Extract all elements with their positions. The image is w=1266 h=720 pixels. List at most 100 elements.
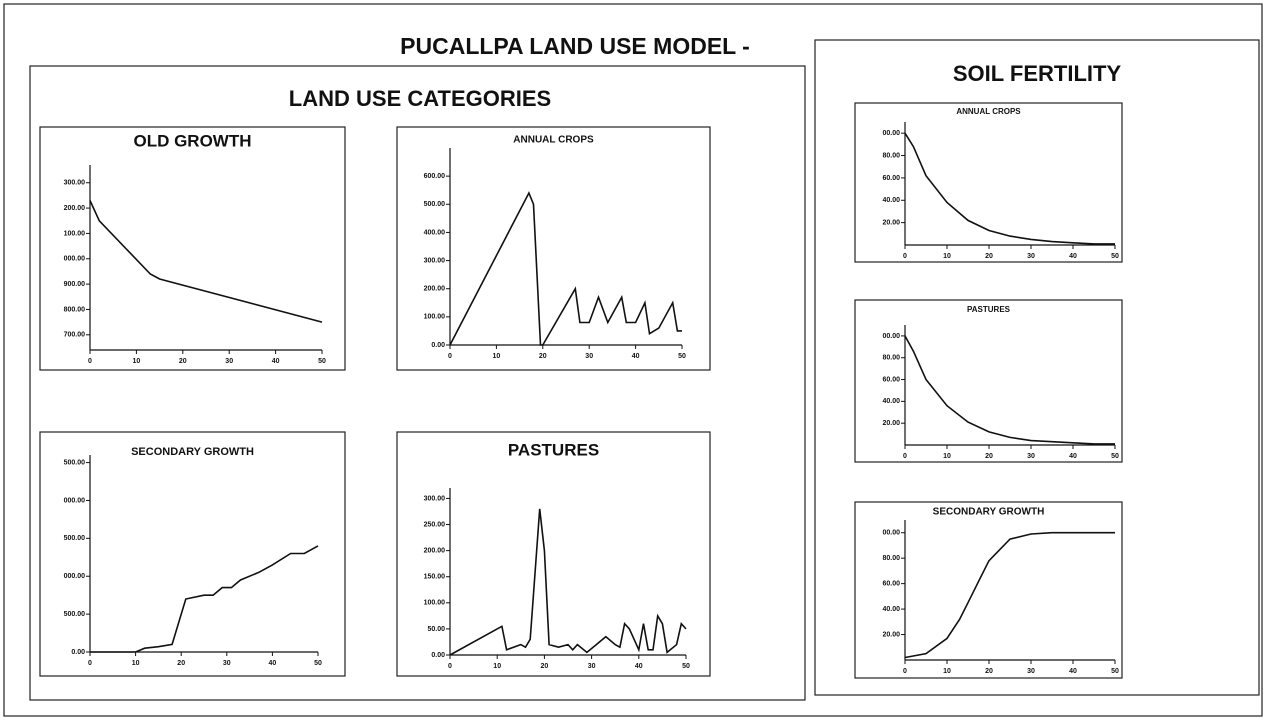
y-tick-label: 00.00 — [882, 333, 900, 340]
y-tick-label: 50.00 — [427, 626, 445, 633]
chart-title: SECONDARY GROWTH — [933, 507, 1045, 518]
y-tick-label: 800.00 — [64, 306, 86, 313]
chart-frame — [396, 431, 711, 677]
chart-title: OLD GROWTH — [133, 131, 251, 150]
y-tick-label: 000.00 — [64, 497, 86, 504]
x-tick-label: 50 — [1111, 253, 1119, 260]
y-tick-label: 200.00 — [424, 286, 446, 293]
x-tick-label: 50 — [314, 660, 322, 667]
chart-frame — [854, 501, 1123, 679]
y-tick-label: 20.00 — [882, 219, 900, 226]
x-tick-label: 0 — [448, 353, 452, 360]
x-tick-label: 0 — [903, 668, 907, 675]
x-tick-label: 40 — [1069, 453, 1077, 460]
x-tick-label: 10 — [943, 453, 951, 460]
x-tick-label: 30 — [1027, 453, 1035, 460]
x-tick-label: 20 — [539, 353, 547, 360]
data-line — [904, 531, 1115, 659]
x-tick-label: 0 — [88, 660, 92, 667]
x-tick-label: 50 — [678, 353, 686, 360]
y-tick-label: 000.00 — [64, 573, 86, 580]
y-tick-label: 500.00 — [64, 611, 86, 618]
y-tick-label: 400.00 — [424, 229, 446, 236]
x-tick-label: 10 — [133, 358, 141, 365]
y-tick-label: 100.00 — [64, 230, 86, 237]
x-tick-label: 40 — [1069, 253, 1077, 260]
x-tick-label: 0 — [903, 253, 907, 260]
y-tick-label: 500.00 — [424, 201, 446, 208]
x-tick-label: 0 — [88, 358, 92, 365]
y-tick-label: 300.00 — [64, 180, 86, 187]
y-tick-label: 600.00 — [424, 173, 446, 180]
x-tick-label: 40 — [632, 353, 640, 360]
y-tick-label: 900.00 — [64, 281, 86, 288]
y-tick-label: 250.00 — [424, 521, 446, 528]
y-tick-label: 20.00 — [882, 420, 900, 427]
x-tick-label: 10 — [943, 668, 951, 675]
left-panel-title: LAND USE CATEGORIES — [289, 86, 551, 111]
x-tick-label: 10 — [132, 660, 140, 667]
x-tick-label: 20 — [985, 253, 993, 260]
data-line — [449, 508, 687, 656]
y-tick-label: 80.00 — [882, 355, 900, 362]
y-tick-label: 80.00 — [882, 152, 900, 159]
y-tick-label: 300.00 — [424, 495, 446, 502]
x-tick-label: 30 — [1027, 253, 1035, 260]
y-tick-label: 700.00 — [64, 332, 86, 339]
y-tick-label: 0.00 — [431, 652, 445, 659]
y-tick-label: 0.00 — [431, 342, 445, 349]
y-tick-label: 500.00 — [64, 535, 86, 542]
figure-title: PUCALLPA LAND USE MODEL - — [400, 33, 750, 59]
x-tick-label: 20 — [541, 663, 549, 670]
x-tick-label: 40 — [269, 660, 277, 667]
x-tick-label: 30 — [225, 358, 233, 365]
chart-title: PASTURES — [508, 440, 599, 459]
x-tick-label: 20 — [179, 358, 187, 365]
y-tick-label: 200.00 — [64, 205, 86, 212]
right-panel — [814, 39, 1260, 696]
y-tick-label: 200.00 — [424, 547, 446, 554]
y-tick-label: 150.00 — [424, 574, 446, 581]
chart-title: PASTURES — [967, 305, 1011, 314]
x-tick-label: 20 — [985, 453, 993, 460]
y-tick-label: 80.00 — [882, 555, 900, 562]
right-panel-title: SOIL FERTILITY — [953, 61, 1122, 86]
x-tick-label: 40 — [635, 663, 643, 670]
chart-title: ANNUAL CROPS — [956, 107, 1021, 116]
y-tick-label: 20.00 — [882, 631, 900, 638]
data-line — [449, 191, 682, 346]
y-tick-label: 100.00 — [424, 314, 446, 321]
x-tick-label: 0 — [448, 663, 452, 670]
y-tick-label: 300.00 — [424, 257, 446, 264]
y-tick-label: 60.00 — [882, 376, 900, 383]
x-tick-label: 10 — [493, 663, 501, 670]
y-tick-label: 100.00 — [424, 600, 446, 607]
y-tick-label: 40.00 — [882, 197, 900, 204]
chart-frame — [39, 126, 346, 371]
y-tick-label: 60.00 — [882, 175, 900, 182]
y-tick-label: 0.00 — [71, 649, 85, 656]
y-tick-label: 40.00 — [882, 606, 900, 613]
y-tick-label: 00.00 — [882, 130, 900, 137]
data-line — [90, 545, 319, 653]
x-tick-label: 30 — [588, 663, 596, 670]
x-tick-label: 50 — [318, 358, 326, 365]
x-tick-label: 30 — [1027, 668, 1035, 675]
x-tick-label: 30 — [585, 353, 593, 360]
data-line — [89, 200, 323, 323]
y-tick-label: 500.00 — [64, 459, 86, 466]
x-tick-label: 50 — [1111, 668, 1119, 675]
chart-frame — [396, 126, 711, 371]
left-panel — [29, 65, 806, 701]
outer-frame — [3, 3, 1263, 717]
y-tick-label: 00.00 — [882, 530, 900, 537]
chart-title: ANNUAL CROPS — [513, 135, 594, 146]
chart-frame — [39, 431, 346, 677]
chart-title: SECONDARY GROWTH — [131, 446, 254, 458]
x-tick-label: 50 — [1111, 453, 1119, 460]
x-tick-label: 20 — [985, 668, 993, 675]
chart-frame — [854, 299, 1123, 463]
data-line — [904, 132, 1115, 245]
x-tick-label: 40 — [1069, 668, 1077, 675]
